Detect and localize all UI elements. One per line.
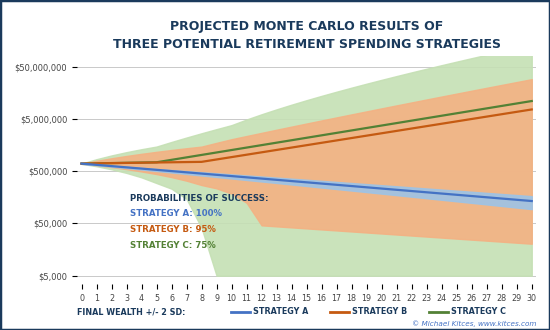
Text: FINAL WEALTH +/- 2 SD:: FINAL WEALTH +/- 2 SD:	[77, 307, 185, 316]
Text: PROBABILITIES OF SUCCESS:: PROBABILITIES OF SUCCESS:	[130, 194, 268, 203]
Text: STRATEGY C: STRATEGY C	[451, 307, 506, 316]
Text: STRATEGY A: STRATEGY A	[253, 307, 309, 316]
Text: STRATEGY B: 95%: STRATEGY B: 95%	[130, 225, 216, 234]
Text: STRATEGY A: 100%: STRATEGY A: 100%	[130, 210, 222, 218]
Text: STRATEGY C: 75%: STRATEGY C: 75%	[130, 241, 215, 250]
Title: PROJECTED MONTE CARLO RESULTS OF
THREE POTENTIAL RETIREMENT SPENDING STRATEGIES: PROJECTED MONTE CARLO RESULTS OF THREE P…	[113, 20, 501, 51]
Text: © Michael Kitces, www.kitces.com: © Michael Kitces, www.kitces.com	[412, 321, 536, 327]
Text: STRATEGY B: STRATEGY B	[352, 307, 407, 316]
